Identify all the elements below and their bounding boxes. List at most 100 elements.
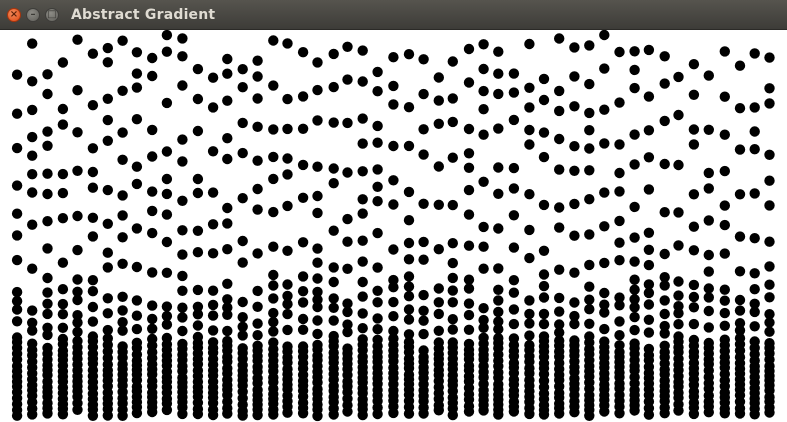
dot <box>418 124 429 135</box>
dot <box>764 236 775 247</box>
dot <box>192 63 204 75</box>
dot <box>388 99 399 110</box>
dot <box>478 303 489 314</box>
title-bar[interactable]: × – □ Abstract Gradient <box>0 0 787 30</box>
dot <box>312 273 323 284</box>
dot <box>252 409 263 421</box>
dot <box>643 227 655 238</box>
dot <box>478 104 489 115</box>
dot <box>282 279 293 290</box>
dot <box>147 406 158 418</box>
dot <box>268 326 279 337</box>
dot <box>538 127 550 138</box>
dot <box>388 140 399 152</box>
dot <box>418 54 429 65</box>
dot <box>688 89 700 100</box>
dot <box>463 283 475 294</box>
dot <box>328 409 339 420</box>
dot <box>268 80 279 91</box>
dot <box>418 198 429 209</box>
dot <box>342 41 353 52</box>
dot <box>357 276 368 288</box>
dot <box>268 269 279 281</box>
dot <box>147 267 158 278</box>
dot <box>734 266 746 277</box>
dot <box>584 165 595 176</box>
minimize-button[interactable]: – <box>26 8 40 22</box>
dot <box>147 313 158 325</box>
dot <box>237 193 248 204</box>
dot <box>131 407 143 419</box>
dot <box>11 304 23 315</box>
dot <box>357 409 368 421</box>
dot <box>207 285 219 296</box>
dot <box>57 103 69 115</box>
dot <box>222 278 233 289</box>
dot <box>599 187 610 198</box>
dot <box>342 263 353 274</box>
dot <box>463 274 475 285</box>
dot <box>493 123 504 134</box>
dot <box>252 155 263 166</box>
dot <box>703 167 714 179</box>
dot <box>161 188 173 200</box>
dot <box>418 408 429 419</box>
dot <box>478 85 489 97</box>
dot <box>282 298 293 310</box>
dot <box>72 286 83 297</box>
dot <box>42 140 53 151</box>
dot <box>463 309 475 321</box>
dot <box>493 284 504 295</box>
dot <box>403 254 415 265</box>
dot <box>102 308 114 319</box>
dot <box>569 407 580 418</box>
dot <box>703 266 714 277</box>
dot <box>688 302 700 313</box>
maximize-button[interactable]: □ <box>45 8 59 22</box>
dot <box>27 38 38 49</box>
dot <box>703 124 714 135</box>
dot <box>688 408 700 420</box>
dot <box>177 33 188 44</box>
dot <box>659 328 670 339</box>
dot <box>11 230 23 241</box>
dot <box>161 267 173 278</box>
dot <box>268 280 279 291</box>
dot <box>659 320 670 332</box>
dot <box>599 323 610 335</box>
dot <box>342 74 353 85</box>
dot <box>508 287 520 298</box>
dot <box>629 82 640 94</box>
dot <box>131 68 143 79</box>
dot <box>297 159 309 171</box>
dot <box>357 208 368 219</box>
dot <box>569 297 580 308</box>
dot <box>734 318 746 329</box>
dot <box>749 144 760 155</box>
dot <box>161 310 173 322</box>
dot <box>117 305 128 316</box>
dot <box>478 263 489 274</box>
dot <box>719 248 730 259</box>
dot <box>478 241 489 252</box>
close-button[interactable]: × <box>7 8 21 22</box>
dot <box>508 406 520 417</box>
dot <box>87 410 99 421</box>
dot <box>749 321 760 332</box>
dot <box>524 308 535 320</box>
dot <box>102 410 114 421</box>
dot <box>192 301 204 312</box>
dot <box>72 34 83 45</box>
dot <box>643 327 655 338</box>
dot <box>749 48 760 59</box>
dot <box>403 408 415 419</box>
dot <box>147 124 158 136</box>
dot <box>764 317 775 328</box>
dot <box>569 318 580 330</box>
dot <box>222 302 233 313</box>
dot <box>328 225 339 236</box>
dot <box>222 294 233 305</box>
dot <box>328 293 339 304</box>
dot <box>282 245 293 256</box>
dot <box>282 290 293 302</box>
